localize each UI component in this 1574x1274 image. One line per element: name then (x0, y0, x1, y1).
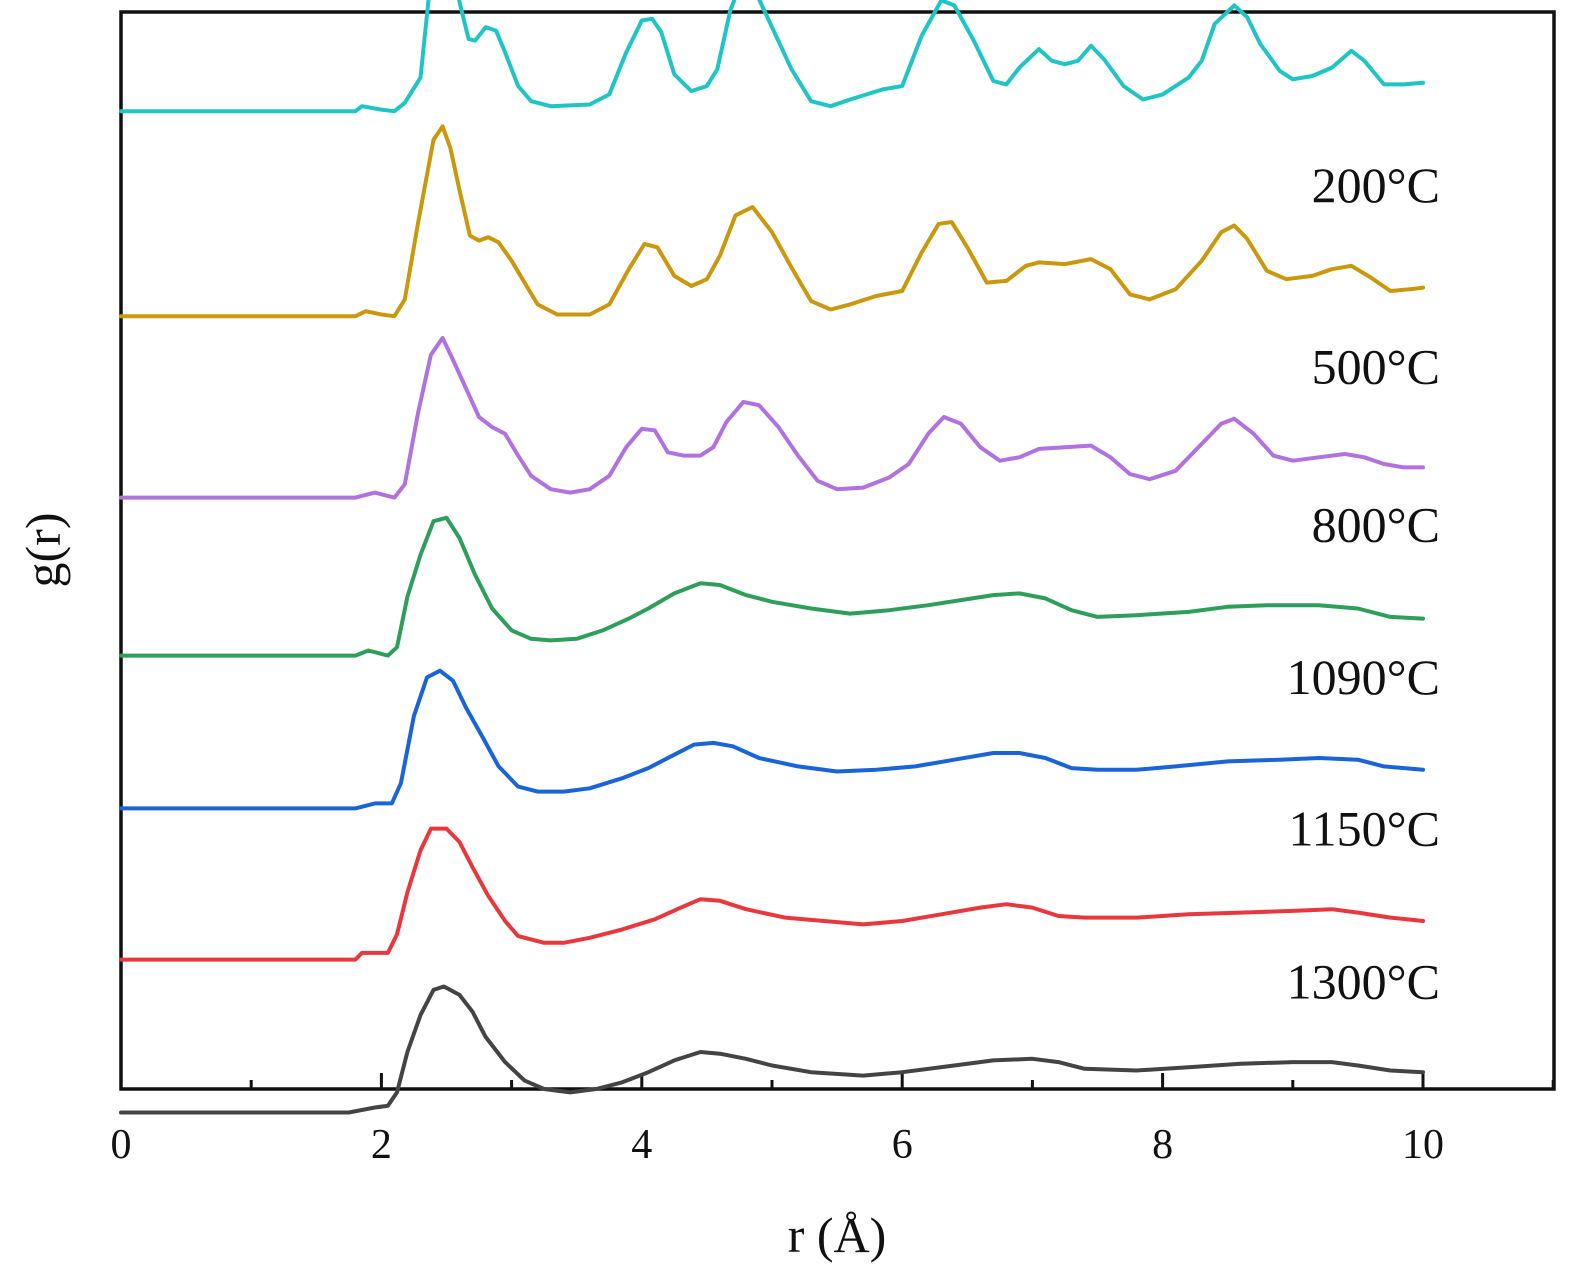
series-label-2: 500°C (1312, 338, 1440, 394)
x-tick-label: 8 (1152, 1122, 1173, 1168)
series-line-0 (119, 0, 1425, 114)
series-line-2 (119, 336, 1425, 500)
series-label-3: 800°C (1312, 496, 1440, 552)
plot-frame (119, 10, 1556, 1091)
series-label-0: 27°C (1337, 0, 1440, 8)
series-label-5: 1150°C (1289, 800, 1441, 856)
series-line-3 (119, 515, 1425, 658)
series-line-1 (119, 124, 1425, 319)
x-axis: 0 2 4 6 8 10 (111, 1073, 1555, 1168)
series-label-6: 1300°C (1287, 953, 1440, 1009)
x-tick-label: 0 (111, 1122, 132, 1168)
series-line-5 (119, 826, 1425, 962)
x-tick-label: 6 (892, 1122, 913, 1168)
series-group (119, 0, 1425, 1115)
y-axis-title: g(r) (15, 513, 71, 588)
series-labels: 27°C 200°C 500°C 800°C 1090°C 1150°C 1300°C (1287, 0, 1440, 1009)
series-label-1: 200°C (1312, 157, 1440, 213)
x-tick-label: 2 (371, 1122, 392, 1168)
series-label-4: 1090°C (1287, 649, 1440, 705)
x-tick-label: 10 (1402, 1122, 1444, 1168)
series-line-4 (119, 668, 1425, 811)
x-tick-label: 4 (631, 1122, 652, 1168)
series-line-6 (119, 984, 1425, 1115)
x-axis-title: r (Å) (788, 1207, 887, 1263)
